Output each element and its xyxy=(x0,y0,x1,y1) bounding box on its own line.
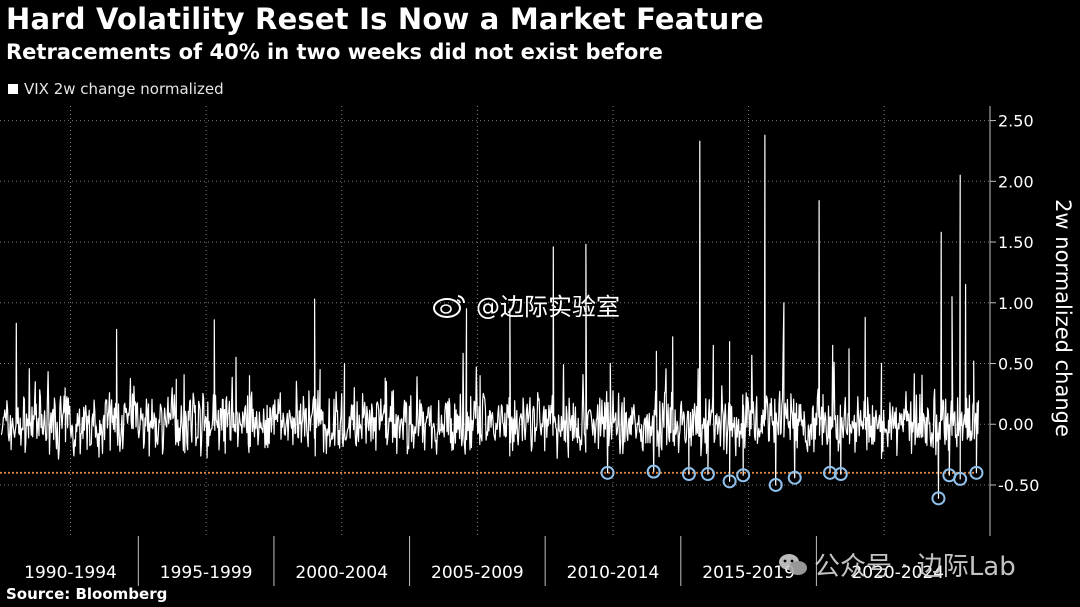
trough-marker-1 xyxy=(646,464,661,479)
y-tick-label-2: 1.50 xyxy=(998,233,1034,252)
trough-marker-0 xyxy=(600,465,615,480)
y-tick-label-1: 2.00 xyxy=(998,172,1034,191)
x-period-label-5: 2015-2019 xyxy=(702,563,795,583)
series-line-vix xyxy=(0,134,980,499)
y-tick-label-4: 0.50 xyxy=(998,355,1034,374)
series-line-group xyxy=(0,134,980,499)
wechat-account: 公众号 · 边际Lab xyxy=(814,552,1016,582)
legend-label: VIX 2w change normalized xyxy=(24,80,224,98)
weibo-watermark: @边际实验室 xyxy=(432,287,620,322)
x-period-label-0: 1990-1994 xyxy=(24,563,117,583)
trough-marker-9 xyxy=(833,467,848,482)
legend: VIX 2w change normalized xyxy=(8,80,224,98)
weibo-icon xyxy=(433,294,466,318)
y-axis-label: 2w normalized change xyxy=(1051,199,1075,437)
x-axis: 1990-1994 1995-1999 2000-2004 2005-2009 2010… xyxy=(24,536,944,586)
trough-marker-7 xyxy=(787,470,802,485)
x-period-label-1: 1995-1999 xyxy=(160,563,253,583)
weibo-handle: @边际实验室 xyxy=(476,293,620,321)
trough-markers xyxy=(600,464,984,506)
trough-marker-3 xyxy=(700,467,715,482)
y-axis: 2.50 2.00 1.50 1.00 0.50 0.00 -0.50 xyxy=(989,106,1039,536)
x-period-label-2: 2000-2004 xyxy=(295,563,388,583)
x-period-label-4: 2010-2014 xyxy=(567,563,660,583)
source-note: Source: Bloomberg xyxy=(6,585,168,603)
trough-marker-10 xyxy=(931,491,946,506)
wechat-icon xyxy=(779,553,807,575)
trough-marker-2 xyxy=(681,467,696,482)
chart-subtitle: Retracements of 40% in two weeks did not… xyxy=(6,40,663,64)
trough-marker-4 xyxy=(722,474,737,489)
x-period-label-3: 2005-2009 xyxy=(431,563,524,583)
y-tick-label-0: 2.50 xyxy=(998,112,1034,131)
wechat-watermark: 公众号 · 边际Lab xyxy=(778,546,1016,583)
trough-marker-5 xyxy=(736,468,751,483)
y-tick-label-6: -0.50 xyxy=(998,476,1039,495)
y-tick-label-3: 1.00 xyxy=(998,294,1034,313)
trough-marker-6 xyxy=(768,477,783,492)
trough-marker-13 xyxy=(969,465,984,480)
chart-title: Hard Volatility Reset Is Now a Market Fe… xyxy=(6,2,764,36)
y-tick-label-5: 0.00 xyxy=(998,415,1034,434)
legend-swatch xyxy=(8,84,18,94)
trough-marker-8 xyxy=(822,465,837,480)
x-period-label-6: 2020-2024 xyxy=(851,563,944,583)
trough-marker-12 xyxy=(953,471,968,486)
grid-lines xyxy=(0,106,990,536)
